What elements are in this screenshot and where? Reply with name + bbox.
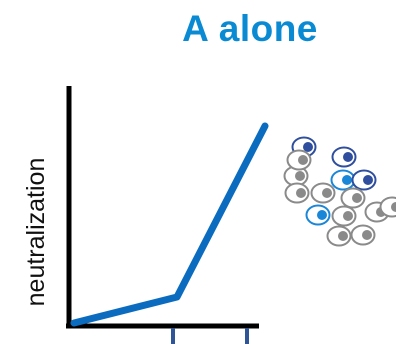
cell (284, 182, 310, 204)
cell-nucleus (391, 202, 396, 212)
cell (351, 169, 377, 191)
cell (350, 224, 376, 246)
cell (331, 205, 357, 227)
cell-nucleus (352, 193, 362, 203)
y-axis-label: neutralization (22, 158, 50, 307)
cell-nucleus (298, 155, 308, 165)
response-line (70, 122, 269, 327)
cell-nucleus (343, 211, 353, 221)
cell (305, 204, 331, 226)
cell (326, 225, 352, 247)
cell-nucleus (362, 230, 372, 240)
cell-nucleus (296, 188, 306, 198)
cell (286, 149, 312, 171)
cell-nucleus (363, 175, 373, 185)
cell-nucleus (343, 152, 353, 162)
cell-nucleus (303, 142, 313, 152)
page-title: A alone (182, 8, 318, 49)
cell (310, 182, 336, 204)
cell (331, 146, 357, 168)
cell (330, 169, 356, 191)
cell (340, 187, 366, 209)
cell-nucleus (295, 171, 305, 181)
cell-nucleus (338, 231, 348, 241)
cell-nucleus (342, 175, 352, 185)
cell-cluster (283, 136, 396, 247)
cell-membrane (379, 196, 396, 218)
cell-nucleus (322, 188, 332, 198)
cell-nucleus (317, 210, 327, 220)
cell (379, 196, 396, 218)
